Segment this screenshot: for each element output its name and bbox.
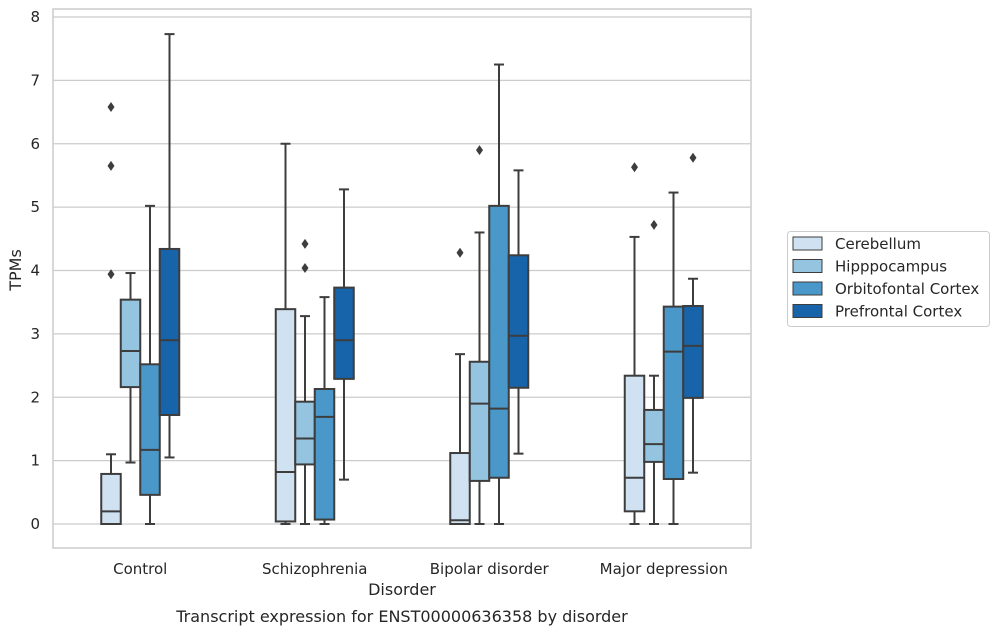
legend-swatch <box>792 281 823 296</box>
box-iqr <box>139 363 161 496</box>
y-tick-label: 2 <box>30 388 40 406</box>
outlier-point <box>107 269 115 280</box>
legend-label: Hipppocampus <box>835 258 947 276</box>
y-tick-label: 7 <box>30 71 40 89</box>
box-iqr <box>333 286 355 380</box>
y-tick-label: 5 <box>30 198 40 216</box>
outlier-point <box>301 238 309 249</box>
outlier-point <box>689 152 697 163</box>
box-iqr <box>119 298 142 389</box>
y-tick-labels: 0 1 2 3 4 5 6 7 8 <box>30 8 40 533</box>
legend-label: Prefrontal Cortex <box>835 303 962 321</box>
box-iqr <box>507 254 530 389</box>
legend-item: Prefrontal Cortex <box>792 303 962 321</box>
box-iqr <box>468 360 491 482</box>
box-iqr <box>643 408 665 463</box>
outlier-point <box>476 145 483 156</box>
box-hipppocampus <box>468 145 491 525</box>
box-cerebellum <box>623 162 646 525</box>
outlier-point <box>107 101 115 112</box>
outlier-point <box>631 162 638 173</box>
x-tick-label: Schizophrenia <box>262 560 367 578</box>
x-tick-label: Control <box>113 560 167 578</box>
outlier-point <box>301 262 309 273</box>
legend-swatch <box>792 259 823 273</box>
y-tick-label: 6 <box>30 135 40 153</box>
legend-item: Hipppocampus <box>792 258 947 276</box>
legend-label: Orbitofontal Cortex <box>835 280 979 298</box>
box-iqr <box>100 472 122 525</box>
box-hipppocampus <box>294 238 316 525</box>
box-prefrontal-cortex <box>333 188 355 481</box>
outlier-point <box>456 247 464 258</box>
category-group <box>100 33 181 525</box>
box-iqr <box>662 305 685 481</box>
box-prefrontal-cortex <box>158 33 181 459</box>
legend-label: Cerebellum <box>835 235 921 253</box>
outlier-point <box>650 219 658 230</box>
category-group <box>449 63 530 525</box>
box-hipppocampus <box>119 272 142 464</box>
y-axis-title: TPMs <box>6 249 25 292</box>
legend-frame <box>787 231 990 327</box>
box-cerebellum <box>274 142 297 525</box>
box-iqr <box>294 400 316 466</box>
box-groups <box>100 33 704 525</box>
x-axis-title: Disorder <box>368 580 436 599</box>
y-tick-label: 0 <box>30 515 40 533</box>
y-tick-label: 3 <box>30 325 40 343</box>
box-cerebellum <box>449 247 471 525</box>
x-tick-label: Major depression <box>600 560 728 578</box>
box-orbitofontal-cortex <box>662 191 685 525</box>
box-iqr <box>682 304 704 399</box>
box-iqr <box>274 308 297 523</box>
box-orbitofontal-cortex <box>313 296 336 525</box>
box-prefrontal-cortex <box>507 169 530 455</box>
box-orbitofontal-cortex <box>139 204 161 525</box>
plot-area-frame <box>52 8 752 549</box>
box-iqr <box>488 204 510 479</box>
y-tick-label: 4 <box>30 262 40 280</box>
legend-swatch <box>792 236 823 251</box>
box-iqr <box>623 374 646 513</box>
legend-swatch <box>792 304 823 318</box>
legend-item: Cerebellum <box>792 235 921 253</box>
legend: Cerebellum Hipppocampus Orbitofontal Corte… <box>787 231 990 327</box>
chart-caption: Transcript expression for ENST0000063635… <box>175 607 628 626</box>
x-tick-labels: Control Schizophrenia Bipolar disorder Majo… <box>113 560 728 578</box>
box-hipppocampus <box>643 219 665 525</box>
category-group <box>623 152 704 525</box>
category-group <box>274 142 355 525</box>
box-iqr <box>449 452 471 525</box>
outlier-point <box>107 160 115 171</box>
box-prefrontal-cortex <box>682 152 704 474</box>
y-tick-label: 8 <box>30 8 40 26</box>
box-orbitofontal-cortex <box>488 63 510 525</box>
legend-item: Orbitofontal Cortex <box>792 280 979 298</box>
y-tick-label: 1 <box>30 452 40 470</box>
x-tick-label: Bipolar disorder <box>430 560 550 578</box>
box-iqr <box>313 388 336 521</box>
box-cerebellum <box>100 101 122 525</box>
box-iqr <box>158 247 181 416</box>
